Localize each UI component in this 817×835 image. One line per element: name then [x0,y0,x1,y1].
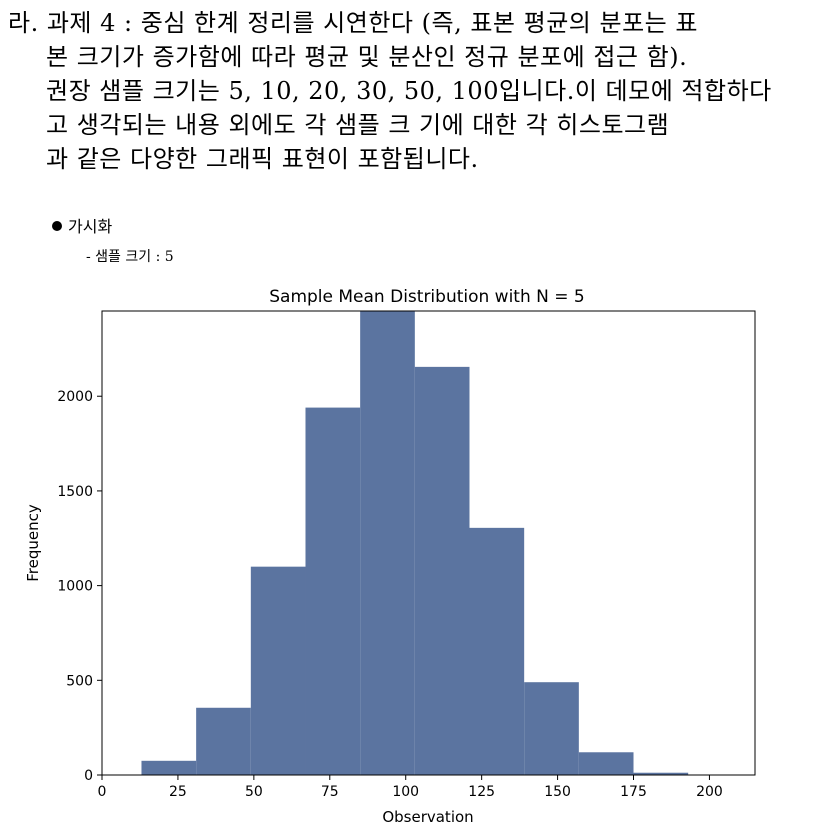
y-tick-label: 2000 [57,389,93,405]
histogram-bar-10 [633,772,689,775]
chart-title: Sample Mean Distribution with N = 5 [269,287,585,307]
plot-frame [101,310,756,776]
y-tick-label: 1000 [57,579,93,595]
x-tick-label: 175 [620,784,647,800]
histogram-bars [141,311,689,775]
y-tick-label: 1500 [57,484,93,500]
histogram-bar-5 [360,311,415,775]
sample-size-subheading: - 샘플 크기 : 5 [86,249,174,265]
bullet-icon [52,221,62,231]
y-tick-label: 0 [84,768,93,784]
histogram-bar-2 [196,707,251,775]
histogram-bar-6 [414,366,470,775]
visualization-heading-text: 가시화 [68,217,113,236]
histogram-bar-3 [250,566,306,775]
paragraph-line-2: 본 크기가 증가함에 따라 평균 및 분산인 정규 분포에 접근 함). [46,43,688,71]
paragraph-line-3: 권장 샘플 크기는 5, 10, 20, 30, 50, 100입니다.이 데모… [46,77,772,105]
histogram-bar-1 [141,760,197,775]
x-tick-label: 100 [392,784,419,800]
y-axis: 0 500 1000 1500 2000 [57,389,102,784]
paragraph-line-1: 라. 과제 4 : 중심 한계 정리를 시연한다 (즉, 표본 평균의 분포는 … [8,9,698,37]
x-tick-label: 50 [245,784,263,800]
paragraph-line-5: 과 같은 다양한 그래픽 표현이 포함됩니다. [46,145,479,173]
y-tick-label: 500 [66,673,93,689]
histogram-bar-7 [469,527,525,775]
y-axis-label: Frequency [24,504,42,582]
x-tick-label: 150 [544,784,571,800]
x-tick-label: 0 [98,784,107,800]
visualization-heading: 가시화 [52,216,112,238]
histogram-bar-9 [578,752,634,775]
x-tick-label: 25 [169,784,187,800]
x-tick-label: 75 [321,784,339,800]
x-tick-label: 125 [468,784,495,800]
assignment-paragraph: 라. 과제 4 : 중심 한계 정리를 시연한다 (즉, 표본 평균의 분포는 … [8,6,808,176]
paragraph-line-4: 고 생각되는 내용 외에도 각 샘플 크 기에 대한 각 히스토그램 [46,111,670,139]
x-axis: 0 25 50 75 100 125 150 175 200 [98,775,723,800]
histogram-bar-8 [524,682,579,775]
x-tick-label: 200 [696,784,723,800]
x-axis-label: Observation [382,808,473,826]
histogram-bar-4 [305,407,361,775]
